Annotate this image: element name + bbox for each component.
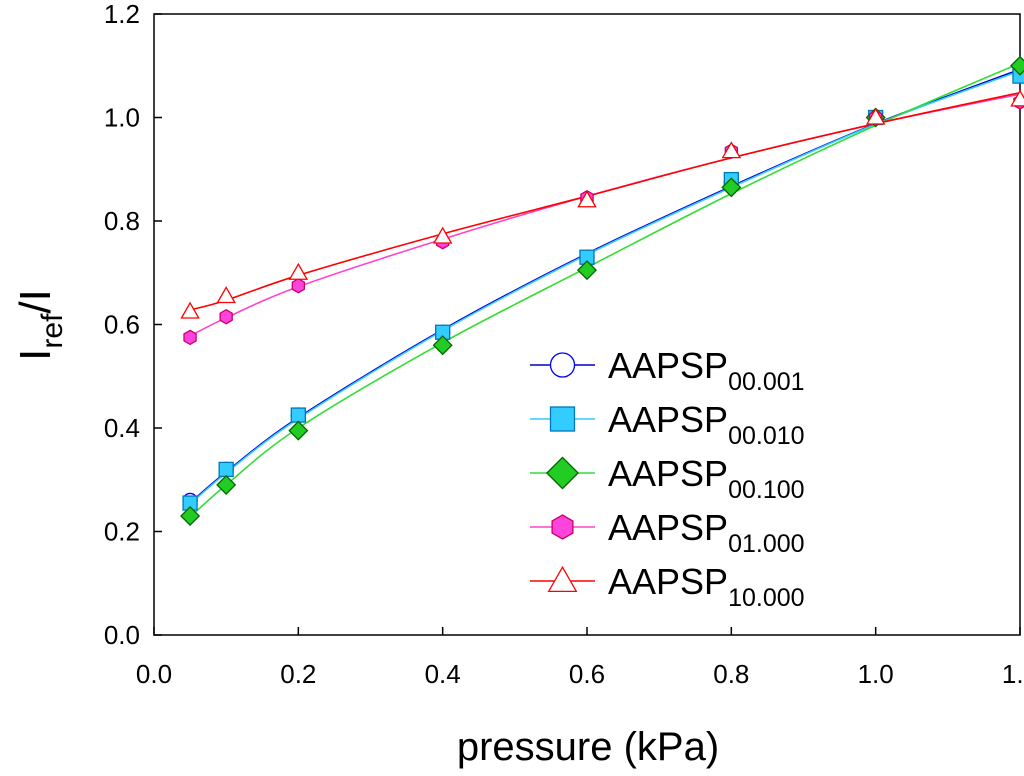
legend-label-base: AAPSP bbox=[608, 399, 728, 440]
legend-label-sub: 00.001 bbox=[728, 368, 804, 396]
plot-area-border bbox=[153, 13, 1021, 636]
x-tick-label: 0.2 bbox=[280, 659, 316, 689]
data-point-00.010 bbox=[290, 407, 306, 423]
legend-label-base: AAPSP bbox=[608, 453, 728, 494]
legend-marker-00.010 bbox=[549, 406, 576, 432]
data-point-00.100 bbox=[721, 177, 742, 198]
data-point-10.000 bbox=[721, 141, 742, 159]
legend-label-sub: 01.000 bbox=[728, 530, 804, 558]
data-point-00.100 bbox=[180, 505, 201, 526]
x-tick-label: 0.0 bbox=[136, 659, 172, 689]
fit-line-01.000 bbox=[189, 93, 1021, 337]
y-tick-label: 0.2 bbox=[104, 517, 140, 547]
y-tick-label: 1.0 bbox=[104, 103, 140, 133]
y-axis-label-rest: /I bbox=[11, 289, 60, 313]
x-tick-label: 1.2 bbox=[1002, 659, 1024, 689]
fit-lines bbox=[189, 62, 1021, 518]
data-point-00.100 bbox=[1009, 55, 1024, 76]
fit-line-00.100 bbox=[189, 62, 1021, 518]
data-point-01.000 bbox=[183, 329, 197, 346]
x-tick-label: 0.6 bbox=[569, 659, 605, 689]
legend-label-sub: 00.100 bbox=[728, 476, 804, 504]
data-markers bbox=[180, 55, 1024, 526]
legend-label-01.000: AAPSP01.000 bbox=[608, 507, 805, 558]
fit-line-10.000 bbox=[189, 91, 1021, 311]
data-point-00.100 bbox=[216, 474, 237, 495]
legend-label-base: AAPSP bbox=[608, 345, 728, 386]
data-point-10.000 bbox=[1010, 89, 1024, 107]
legend-label-00.010: AAPSP00.010 bbox=[608, 399, 805, 450]
y-tick-label: 1.2 bbox=[104, 0, 140, 29]
x-tick-label: 0.8 bbox=[713, 659, 749, 689]
x-axis-label: pressure (kPa) bbox=[457, 725, 719, 769]
legend-label-base: AAPSP bbox=[608, 507, 728, 548]
y-tick-label: 0.8 bbox=[104, 206, 140, 236]
legend-label-00.001: AAPSP00.001 bbox=[608, 345, 805, 396]
legend-label-sub: 00.010 bbox=[728, 422, 804, 450]
legend-marker-00.100 bbox=[545, 456, 580, 490]
y-axis-label: Iref/I bbox=[11, 289, 69, 361]
y-tick-label: 0.4 bbox=[104, 413, 140, 443]
y-axis-label-sub: ref bbox=[36, 313, 69, 349]
fit-line-00.010 bbox=[189, 70, 1021, 505]
data-point-10.000 bbox=[432, 226, 453, 244]
axis-ticks: 0.0 0.2 0.4 0.6 0.8 1.0 1.2 0.0 0.2 0.4 0.6 0.8 1.0 1… bbox=[104, 0, 1024, 689]
x-tick-label: 1.0 bbox=[858, 659, 894, 689]
data-point-00.100 bbox=[432, 335, 453, 356]
data-point-01.000 bbox=[219, 308, 233, 325]
legend-label-base: AAPSP bbox=[608, 561, 728, 602]
data-point-10.000 bbox=[180, 301, 200, 319]
y-tick-label: 0.6 bbox=[104, 310, 140, 340]
legend-label-sub: 10.000 bbox=[728, 584, 804, 612]
legend-label-10.000: AAPSP10.000 bbox=[608, 561, 805, 612]
legend: AAPSP00.001AAPSP00.010AAPSP00.100AAPSP01… bbox=[530, 345, 805, 612]
legend-marker-01.000 bbox=[551, 514, 574, 540]
plot-frame bbox=[153, 13, 1021, 636]
x-tick-label: 0.4 bbox=[425, 659, 461, 689]
data-point-10.000 bbox=[288, 262, 309, 280]
data-point-00.010 bbox=[218, 461, 234, 478]
y-axis-label-base: I bbox=[11, 349, 60, 361]
y-tick-label: 0.0 bbox=[104, 620, 140, 650]
legend-marker-00.001 bbox=[549, 352, 576, 378]
data-point-00.100 bbox=[288, 420, 309, 441]
data-point-01.000 bbox=[291, 277, 306, 294]
legend-label-00.100: AAPSP00.100 bbox=[608, 453, 805, 504]
data-point-00.100 bbox=[576, 260, 598, 281]
data-point-10.000 bbox=[865, 107, 886, 125]
legend-marker-10.000 bbox=[547, 565, 578, 592]
fit-line-00.001 bbox=[189, 68, 1021, 504]
data-point-10.000 bbox=[216, 286, 236, 304]
data-point-10.000 bbox=[577, 190, 597, 208]
